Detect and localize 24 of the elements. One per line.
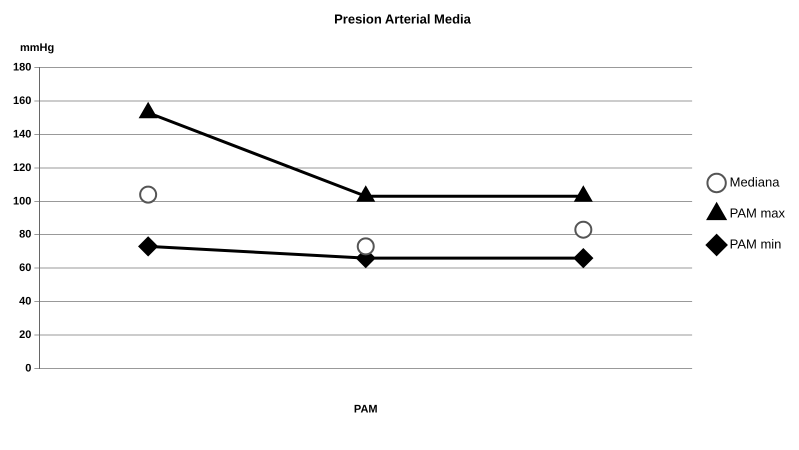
point [574,248,593,268]
y-tick-label: 40 [19,296,32,308]
y-tick-label: 80 [19,228,32,241]
point [574,220,592,239]
legend-label: Mediana [730,174,780,190]
legend-label: PAM min [730,236,782,252]
y-tick-label: 60 [19,262,32,274]
chart-title: Presion Arterial Media [334,11,472,26]
y-axis-title: mmHg [20,42,54,54]
y-tick-label: 0 [25,362,32,374]
legend-label: PAM max [730,206,786,221]
y-tick-label: 180 [12,62,32,74]
y-tick-label: 160 [12,95,32,108]
x-axis-title: PAM [354,403,378,416]
point [356,237,375,256]
point [138,236,158,256]
y-tick-label: 20 [19,329,32,342]
point [357,186,374,202]
point [140,103,157,118]
point [574,186,592,202]
y-tick-label: 140 [12,128,32,140]
point [139,186,158,204]
y-tick-label: 120 [12,162,32,174]
y-tick-label: 100 [12,195,32,208]
